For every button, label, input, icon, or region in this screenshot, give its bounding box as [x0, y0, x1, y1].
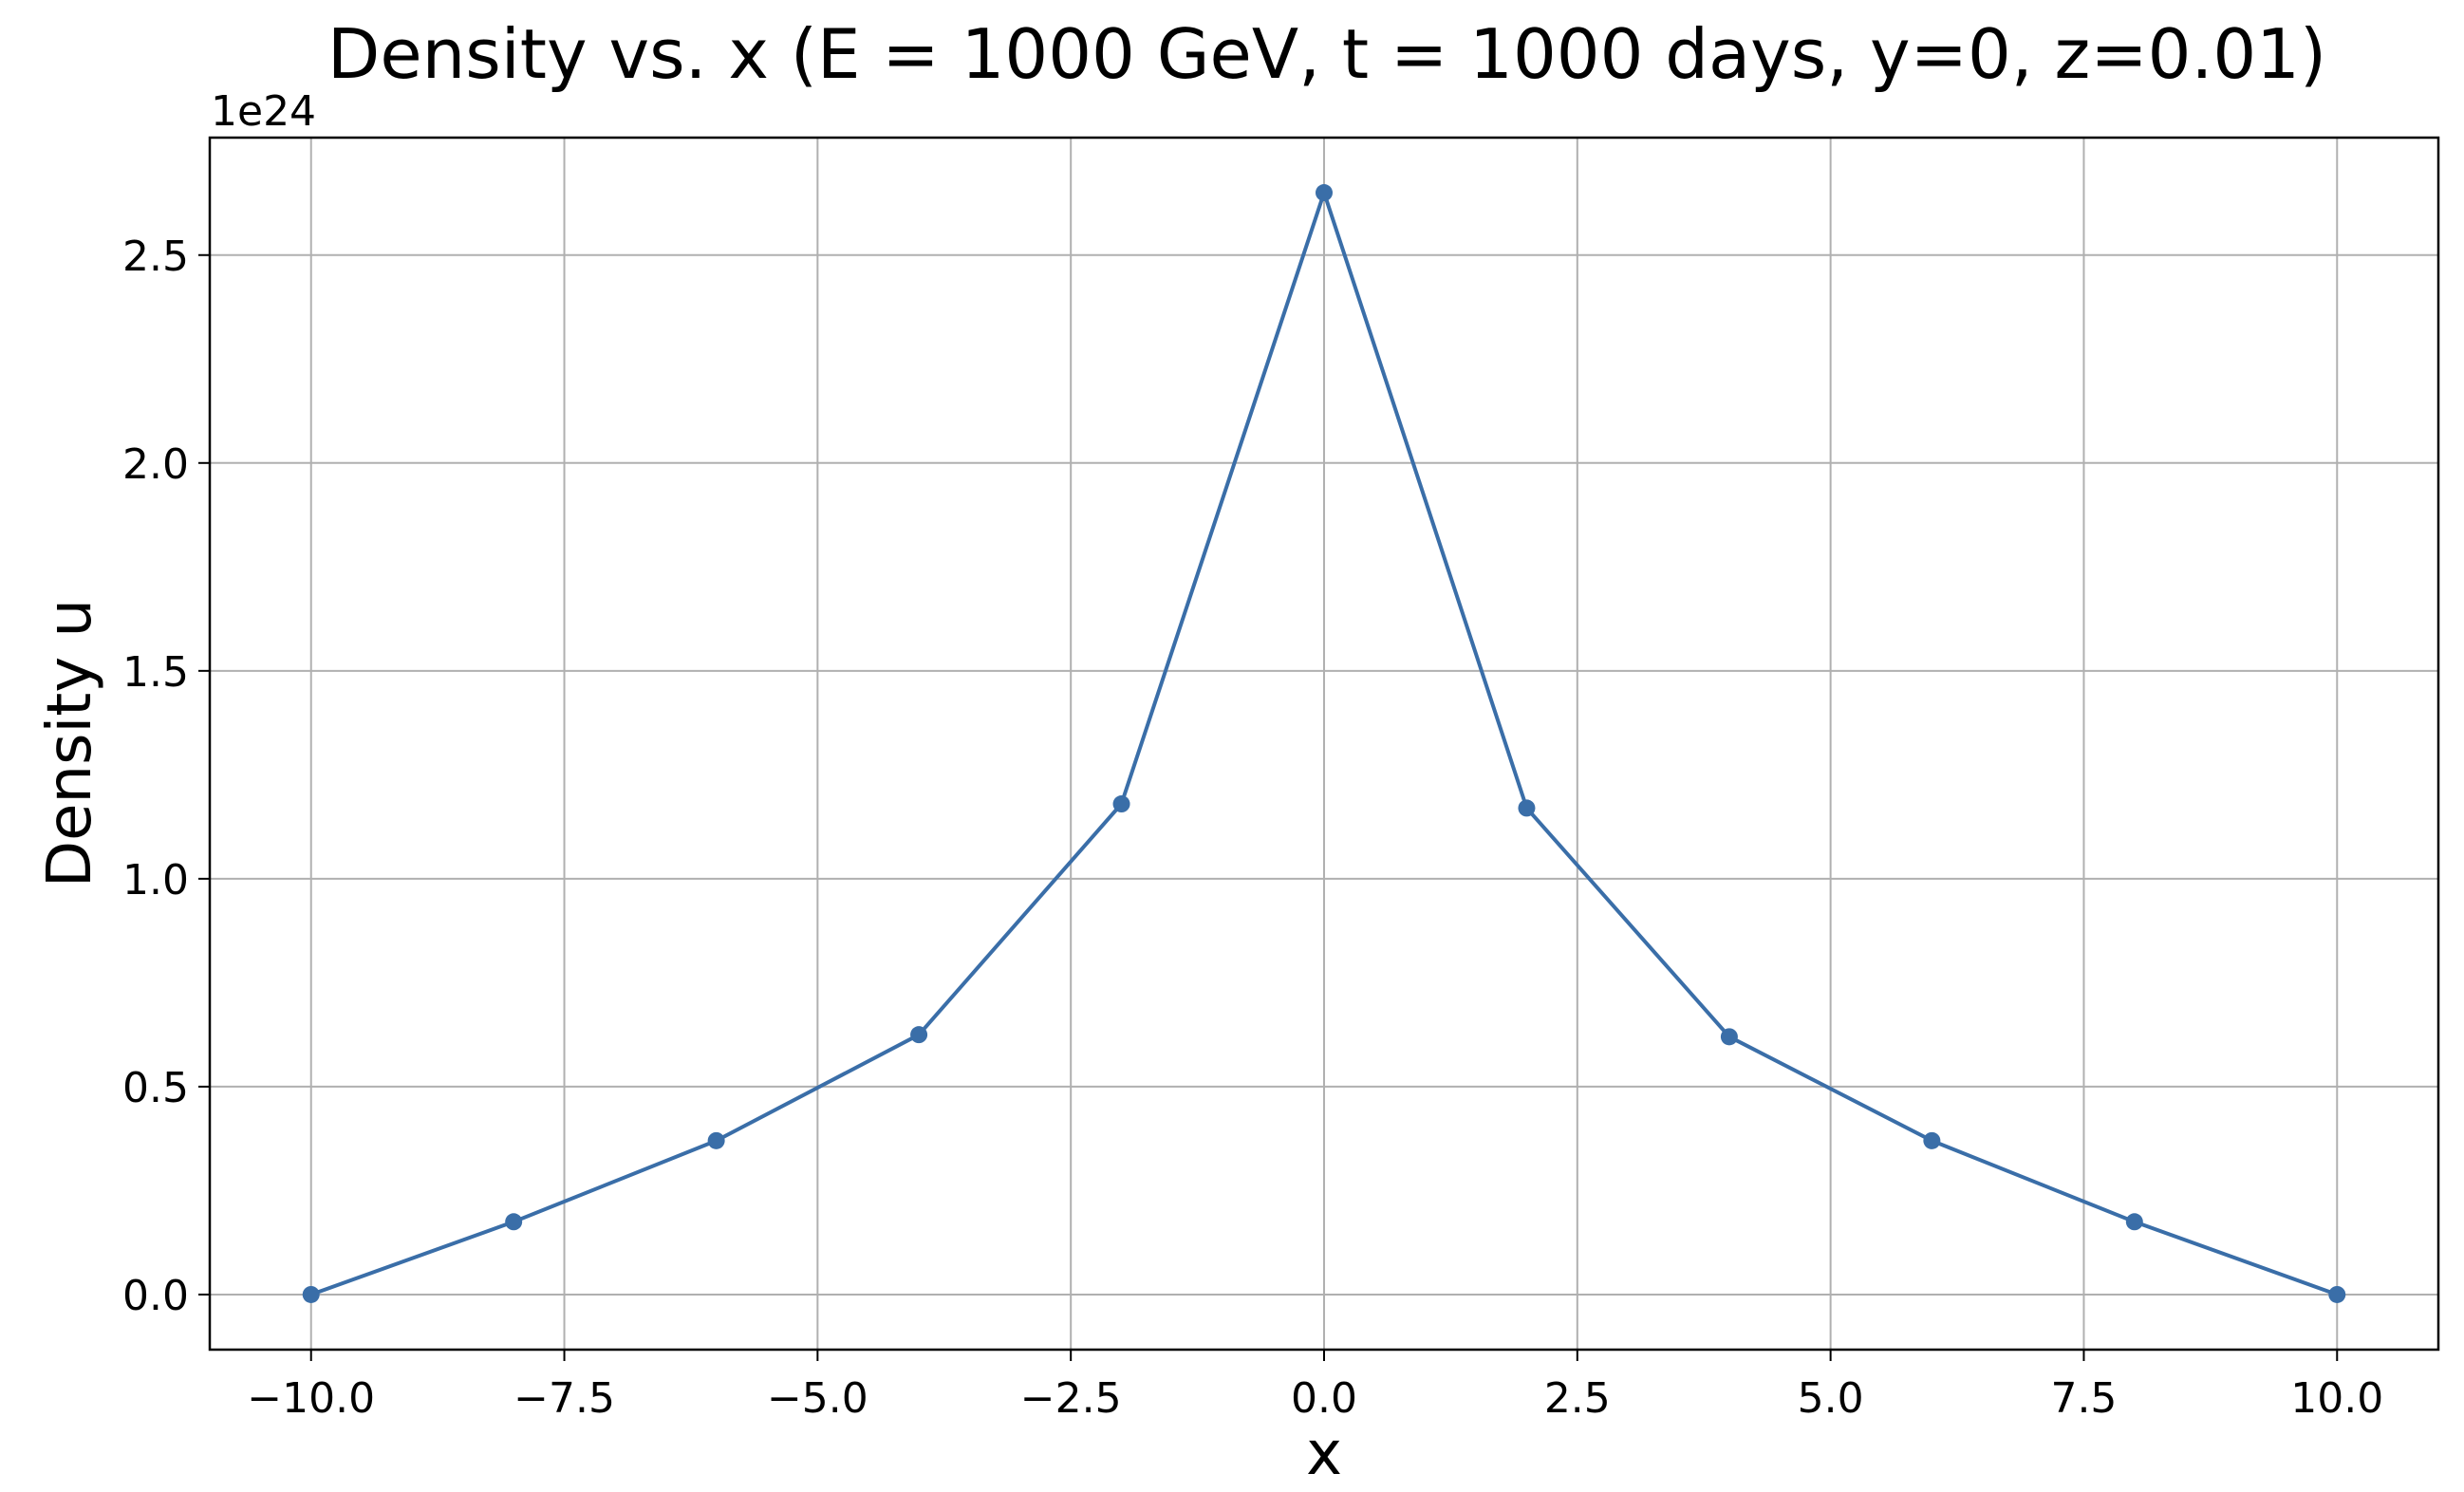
- x-axis-ticks: −10.0 −7.5 −5.0 −2.5 0.0 2.5 5.0 7.5 10.0: [247, 1350, 2383, 1423]
- x-tick-label: 2.5: [1544, 1374, 1611, 1423]
- data-point: [302, 1285, 320, 1303]
- y-tick-label: 2.0: [122, 440, 189, 489]
- data-point: [1112, 795, 1130, 813]
- data-point: [2125, 1213, 2143, 1231]
- y-tick-label: 0.5: [122, 1064, 189, 1112]
- x-axis-label: x: [1306, 1419, 1342, 1489]
- data-point: [1923, 1131, 1941, 1149]
- y-axis-label: Density u: [35, 599, 105, 887]
- data-point: [910, 1026, 928, 1044]
- x-tick-label: 5.0: [1798, 1374, 1864, 1423]
- data-point: [505, 1213, 523, 1231]
- y-tick-label: 0.0: [122, 1272, 189, 1320]
- data-point: [1316, 184, 1333, 202]
- x-tick-label: 10.0: [2290, 1374, 2383, 1423]
- x-tick-label: 0.0: [1291, 1374, 1357, 1423]
- series-group: [302, 184, 2346, 1303]
- x-tick-label: −7.5: [513, 1374, 615, 1423]
- y-offset-label: 1e24: [211, 87, 316, 136]
- data-point: [1720, 1028, 1738, 1046]
- chart-title: Density vs. x (E = 1000 GeV, t = 1000 da…: [327, 14, 2326, 94]
- data-point: [1518, 799, 1536, 817]
- x-tick-label: −10.0: [247, 1374, 375, 1423]
- data-point: [707, 1131, 725, 1149]
- x-tick-label: −2.5: [1020, 1374, 1122, 1423]
- data-point: [2328, 1285, 2346, 1303]
- x-tick-label: −5.0: [767, 1374, 868, 1423]
- y-tick-label: 1.0: [122, 856, 189, 905]
- plot-frame: [208, 136, 2440, 1352]
- y-tick-label: 2.5: [122, 233, 189, 281]
- grid: [210, 138, 2438, 1350]
- x-tick-label: 7.5: [2050, 1374, 2117, 1423]
- y-axis-ticks: 0.0 0.5 1.0 1.5 2.0 2.5: [122, 233, 210, 1320]
- y-tick-label: 1.5: [122, 648, 189, 697]
